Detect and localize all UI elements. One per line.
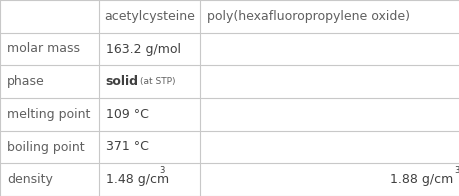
Text: molar mass: molar mass [7, 43, 80, 55]
Text: melting point: melting point [7, 108, 90, 121]
Text: density: density [7, 173, 53, 186]
Text: acetylcysteine: acetylcysteine [104, 10, 195, 23]
Text: poly(hexafluoropropylene oxide): poly(hexafluoropropylene oxide) [207, 10, 409, 23]
Text: 1.48 g/cm: 1.48 g/cm [106, 173, 168, 186]
Text: 109 °C: 109 °C [106, 108, 148, 121]
Text: 3: 3 [159, 166, 165, 175]
Text: 371 °C: 371 °C [106, 141, 148, 153]
Text: 3: 3 [453, 166, 459, 175]
Text: 1.88 g/cm: 1.88 g/cm [389, 173, 452, 186]
Text: 163.2 g/mol: 163.2 g/mol [106, 43, 180, 55]
Text: phase: phase [7, 75, 45, 88]
Text: boiling point: boiling point [7, 141, 84, 153]
Text: solid: solid [106, 75, 139, 88]
Text: (at STP): (at STP) [140, 77, 175, 86]
